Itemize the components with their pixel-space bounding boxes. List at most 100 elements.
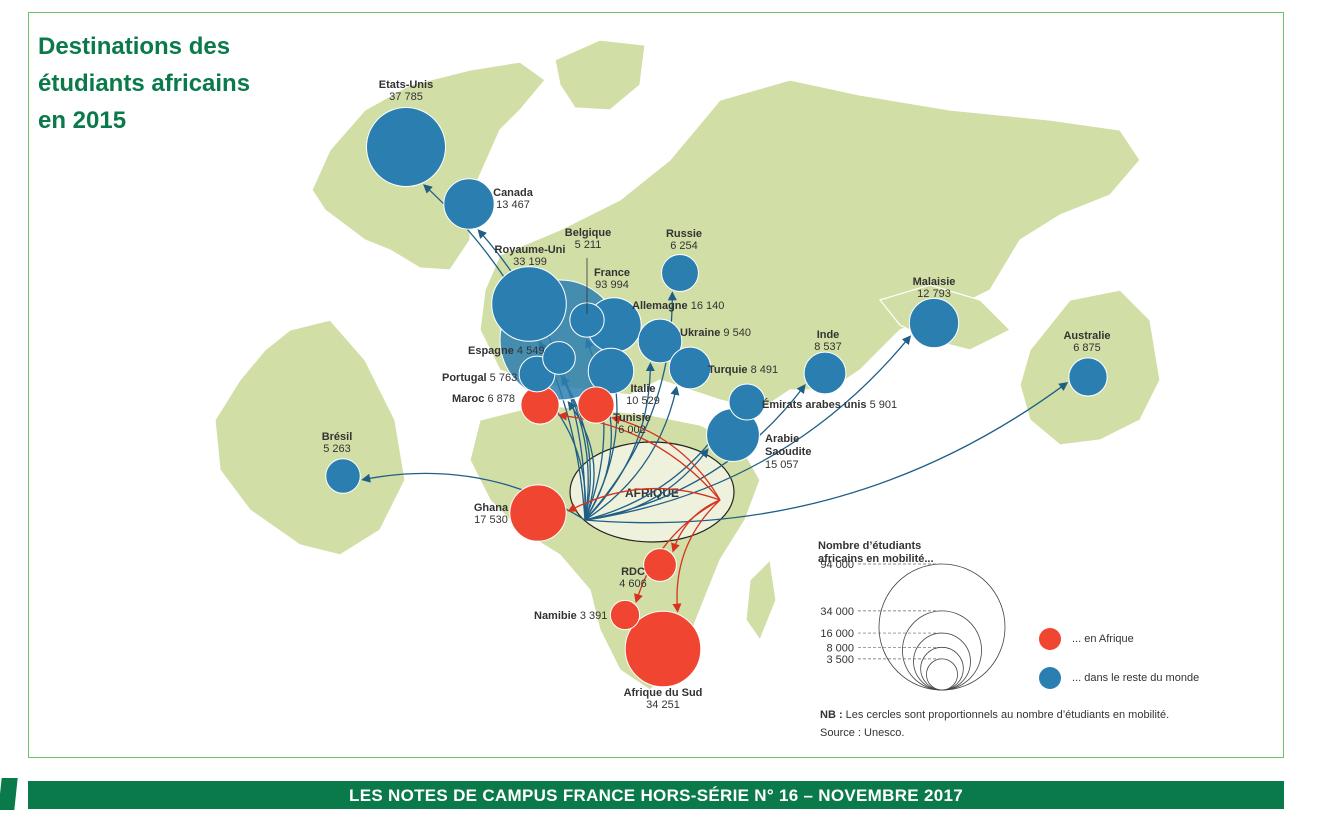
legend: Nombre d’étudiants africains en mobilité… — [818, 540, 1199, 739]
flow-arrow-afrique-du-sud — [672, 499, 721, 613]
bubble-espagne — [542, 341, 576, 375]
label-name-afrique-du-sud: Afrique du Sud — [624, 687, 703, 699]
flow-arrow-ukraine — [584, 362, 655, 521]
label-allemagne: Allemagne 16 140 — [632, 300, 724, 312]
title-line-1: Destinations des — [38, 33, 231, 60]
legend-scale-label-4: 3 500 — [826, 654, 854, 666]
bubble-emirats — [728, 383, 766, 421]
bubble-inde — [803, 351, 847, 395]
flow-arrow-ghana — [567, 487, 721, 512]
bubble-afrique-du-sud — [624, 610, 702, 688]
bubble-australie — [1068, 357, 1108, 397]
label-value-ukraine: 9 540 — [720, 327, 751, 339]
legend-scale-circle-0 — [878, 563, 1006, 691]
source-text: Source : Unesco. — [820, 727, 904, 739]
label-value-russie: 6 254 — [670, 240, 698, 252]
bubble-namibie — [609, 599, 641, 631]
title-line-2: étudiants africains — [38, 70, 251, 97]
label-name-part-2-arabie: Saoudite — [765, 446, 811, 458]
label-espagne: Espagne 4 549 — [468, 345, 544, 357]
greenland-land — [554, 39, 646, 111]
label-value-allemagne: 16 140 — [688, 300, 725, 312]
label-value-espagne: 4 549 — [514, 345, 545, 357]
label-name-rdc: RDC — [621, 566, 645, 578]
label-value-italie: 10 529 — [626, 395, 660, 407]
label-name-italie: Italie — [630, 383, 655, 395]
label-namibie: Namibie 3 391 — [534, 610, 607, 622]
label-value-ghana: 17 530 — [474, 514, 508, 526]
bubble-canada — [443, 178, 495, 230]
label-value-namibie: 3 391 — [577, 610, 608, 622]
flow-arrow-inde — [584, 384, 806, 521]
label-emirats: Émirats arabes unis 5 901 — [762, 398, 897, 411]
madagascar-land — [745, 558, 777, 642]
map-title: Destinations des étudiants africains en … — [38, 28, 338, 139]
label-value-arabie: 15 057 — [765, 459, 799, 471]
south-america-land — [214, 319, 406, 556]
note-text: NB : Les cercles sont proportionnels au … — [820, 709, 1169, 721]
label-value-malaisie: 12 793 — [917, 288, 951, 300]
label-value-emirats: 5 901 — [867, 399, 898, 411]
legend-scale-circle-1 — [902, 610, 982, 691]
legend-world-label: ... dans le reste du monde — [1072, 672, 1199, 684]
label-name-france: France — [594, 267, 630, 279]
label-name-allemagne: Allemagne — [632, 300, 688, 312]
bubble-italie — [587, 347, 635, 395]
label-value-turquie: 8 491 — [748, 364, 779, 376]
flow-arrow-arabie — [584, 448, 709, 521]
flow-arrow-malaisie — [584, 335, 912, 521]
bubble-bresil — [325, 458, 361, 494]
label-name-portugal: Portugal — [442, 372, 487, 384]
label-name-ghana: Ghana — [474, 502, 509, 514]
label-name-maroc: Maroc — [452, 393, 484, 405]
label-name-namibie: Namibie — [534, 610, 577, 622]
label-value-maroc: 6 878 — [484, 393, 515, 405]
label-value-bresil: 5 263 — [323, 443, 351, 455]
label-name-inde: Inde — [817, 329, 840, 341]
label-portugal: Portugal 5 763 — [442, 372, 517, 384]
flow-arrow-australie — [584, 381, 1069, 524]
footer-banner: LES NOTES DE CAMPUS FRANCE HORS-SÉRIE N°… — [28, 781, 1284, 809]
label-name-canada: Canada — [493, 187, 534, 199]
legend-title-line-2: africains en mobilité... — [818, 553, 934, 565]
label-name-malaisie: Malaisie — [913, 276, 956, 288]
bubble-malaisie — [908, 297, 960, 349]
legend-world-swatch — [1039, 667, 1061, 689]
bubble-ukraine — [637, 318, 683, 364]
legend-scale-label-1: 34 000 — [820, 606, 854, 618]
bubble-ghana — [509, 484, 567, 542]
legend-africa-label: ... en Afrique — [1072, 633, 1134, 645]
legend-scale-circle-3 — [920, 646, 964, 691]
label-name-tunisie: Tunisie — [613, 412, 651, 424]
flow-arrow-maroc — [557, 411, 721, 501]
flow-arrow-namibie — [634, 499, 721, 604]
bubble-etats-unis — [365, 106, 447, 188]
label-maroc: Maroc 6 878 — [452, 393, 515, 405]
bubble-tunisie — [577, 386, 615, 424]
legend-africa-swatch — [1039, 628, 1061, 650]
note-body: Les cercles sont proportionnels au nombr… — [843, 709, 1170, 721]
label-value-afrique-du-sud: 34 251 — [646, 699, 680, 711]
legend-scale-label-2: 16 000 — [820, 628, 854, 640]
label-name-bresil: Brésil — [322, 431, 353, 443]
flow-arrow-turquie — [584, 385, 680, 521]
label-name-royaume-uni: Royaume-Uni — [495, 244, 566, 256]
label-name-espagne: Espagne — [468, 345, 514, 357]
note-prefix: NB : — [820, 709, 843, 721]
label-name-ukraine: Ukraine — [680, 327, 720, 339]
label-value-belgique: 5 211 — [575, 239, 602, 251]
label-name-russie: Russie — [666, 228, 702, 240]
label-value-royaume-uni: 33 199 — [513, 256, 547, 268]
label-name-australie: Australie — [1063, 330, 1110, 342]
label-value-rdc: 4 606 — [619, 578, 647, 590]
label-name-part-1-arabie: Arabie — [765, 433, 799, 445]
label-name-turquie: Turquie — [708, 364, 748, 376]
bubble-russie — [661, 254, 699, 292]
legend-scale-circle-4 — [926, 658, 958, 691]
title-line-3: en 2015 — [38, 107, 127, 134]
flow-arrow-france — [567, 400, 595, 521]
bubble-rdc — [643, 548, 677, 582]
